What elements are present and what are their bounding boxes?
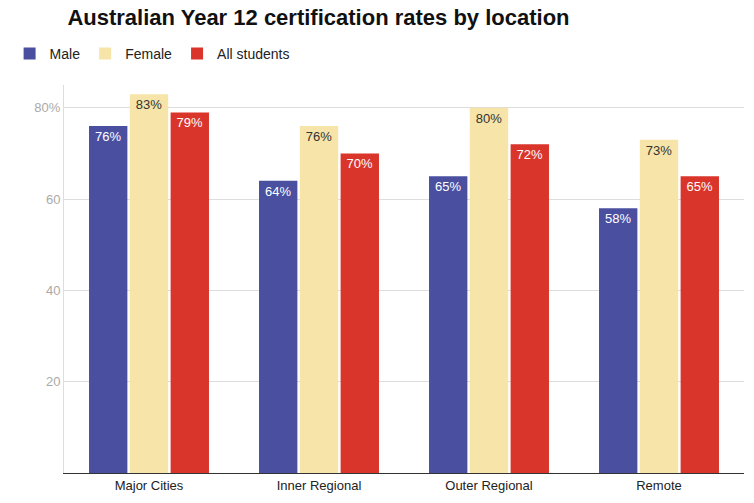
svg-text:Australian Year 12 certificati: Australian Year 12 certification rates b…	[67, 5, 569, 30]
svg-text:Major Cities: Major Cities	[115, 478, 184, 493]
svg-text:65%: 65%	[687, 179, 713, 194]
svg-text:40: 40	[46, 283, 60, 298]
svg-text:83%: 83%	[136, 97, 162, 112]
svg-text:76%: 76%	[95, 129, 121, 144]
svg-text:80%: 80%	[34, 100, 60, 115]
svg-text:80%: 80%	[476, 111, 502, 126]
svg-text:20: 20	[46, 374, 60, 389]
svg-text:72%: 72%	[517, 147, 543, 162]
svg-text:76%: 76%	[306, 129, 332, 144]
svg-text:64%: 64%	[265, 184, 291, 199]
svg-text:73%: 73%	[646, 143, 672, 158]
svg-text:Remote: Remote	[636, 478, 682, 493]
svg-text:All students: All students	[217, 46, 289, 62]
svg-text:70%: 70%	[347, 156, 373, 171]
svg-text:Inner Regional: Inner Regional	[277, 478, 362, 493]
svg-text:Outer Regional: Outer Regional	[445, 478, 533, 493]
svg-text:79%: 79%	[177, 115, 203, 130]
svg-text:Male: Male	[50, 46, 81, 62]
svg-text:65%: 65%	[435, 179, 461, 194]
svg-text:58%: 58%	[605, 211, 631, 226]
svg-text:60: 60	[46, 192, 60, 207]
svg-text:Female: Female	[125, 46, 172, 62]
